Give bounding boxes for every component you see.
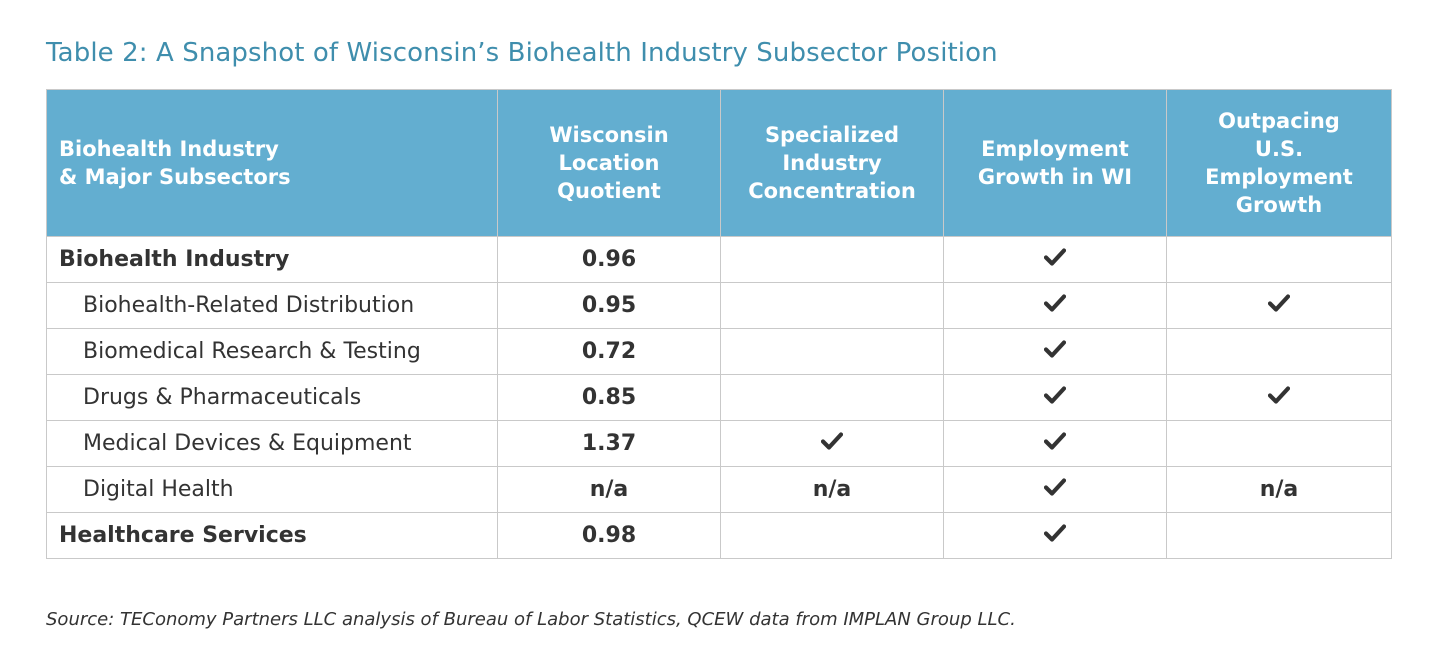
header-specialized-line: Specialized	[764, 123, 900, 147]
header-employment-growth: Employment Growth in WI	[943, 89, 1167, 237]
header-outpacing-line: U.S.	[1254, 137, 1304, 161]
header-industry: Biohealth Industry & Major Subsectors	[46, 89, 498, 237]
employment-growth-cell	[943, 466, 1167, 513]
subsector-table: Biohealth Industry & Major Subsectors Wi…	[46, 89, 1392, 559]
table-row: Drugs & Pharmaceuticals 0.85	[46, 374, 1392, 421]
location-quotient-cell: 0.96	[497, 236, 721, 283]
subsector-name: Biohealth Industry	[46, 236, 498, 283]
employment-growth-cell	[943, 512, 1167, 559]
outpacing-cell: n/a	[1166, 466, 1392, 513]
header-industry-line: & Major Subsectors	[59, 165, 291, 189]
location-quotient-cell: 0.72	[497, 328, 721, 375]
checkmark-icon	[1043, 247, 1067, 272]
header-lq-line: Quotient	[557, 179, 661, 203]
location-quotient-cell: n/a	[497, 466, 721, 513]
location-quotient-cell: 1.37	[497, 420, 721, 467]
header-location-quotient: Wisconsin Location Quotient	[497, 89, 721, 237]
employment-growth-cell	[943, 328, 1167, 375]
subsector-name: Healthcare Services	[46, 512, 498, 559]
table-row: Biohealth Industry 0.96	[46, 236, 1392, 283]
header-specialized-line: Concentration	[748, 179, 916, 203]
table-title: Table 2: A Snapshot of Wisconsin’s Biohe…	[46, 38, 998, 68]
source-note: Source: TEConomy Partners LLC analysis o…	[46, 609, 1016, 630]
specialized-cell	[720, 512, 944, 559]
outpacing-cell	[1166, 236, 1392, 283]
header-outpacing-line: Outpacing	[1218, 109, 1340, 133]
employment-growth-cell	[943, 420, 1167, 467]
subsector-name: Biohealth-Related Distribution	[46, 282, 498, 329]
checkmark-icon	[1043, 477, 1067, 502]
subsector-name: Drugs & Pharmaceuticals	[46, 374, 498, 421]
checkmark-icon	[1267, 385, 1291, 410]
outpacing-cell	[1166, 420, 1392, 467]
checkmark-icon	[1043, 293, 1067, 318]
employment-growth-cell	[943, 236, 1167, 283]
checkmark-icon	[1043, 431, 1067, 456]
outpacing-cell	[1166, 374, 1392, 421]
header-outpacing: Outpacing U.S. Employment Growth	[1166, 89, 1392, 237]
subsector-name: Medical Devices & Equipment	[46, 420, 498, 467]
specialized-cell: n/a	[720, 466, 944, 513]
header-lq-line: Location	[558, 151, 660, 175]
header-row: Biohealth Industry & Major Subsectors Wi…	[46, 89, 1392, 237]
checkmark-icon	[1043, 523, 1067, 548]
location-quotient-cell: 0.95	[497, 282, 721, 329]
table-row: Biomedical Research & Testing 0.72	[46, 328, 1392, 375]
table-row: Healthcare Services 0.98	[46, 512, 1392, 559]
outpacing-cell	[1166, 512, 1392, 559]
header-outpacing-line: Employment	[1205, 165, 1353, 189]
outpacing-cell	[1166, 328, 1392, 375]
checkmark-icon	[1267, 293, 1291, 318]
header-outpacing-line: Growth	[1235, 193, 1323, 217]
employment-growth-cell	[943, 374, 1167, 421]
header-industry-line: Biohealth Industry	[59, 137, 279, 161]
outpacing-cell	[1166, 282, 1392, 329]
subsector-name: Biomedical Research & Testing	[46, 328, 498, 375]
location-quotient-cell: 0.85	[497, 374, 721, 421]
header-growth-line: Employment	[981, 137, 1129, 161]
table-row: Biohealth-Related Distribution 0.95	[46, 282, 1392, 329]
header-growth-line: Growth in WI	[977, 165, 1133, 189]
table-body: Biohealth Industry 0.96 Biohealth-Related …	[46, 236, 1392, 559]
table-row: Medical Devices & Equipment 1.37	[46, 420, 1392, 467]
subsector-name: Digital Health	[46, 466, 498, 513]
specialized-cell	[720, 282, 944, 329]
header-specialized: Specialized Industry Concentration	[720, 89, 944, 237]
checkmark-icon	[820, 431, 844, 456]
specialized-cell	[720, 374, 944, 421]
header-specialized-line: Industry	[782, 151, 882, 175]
specialized-cell	[720, 420, 944, 467]
checkmark-icon	[1043, 385, 1067, 410]
specialized-cell	[720, 236, 944, 283]
table-row: Digital Health n/a n/a n/a	[46, 466, 1392, 513]
employment-growth-cell	[943, 282, 1167, 329]
header-lq-line: Wisconsin	[549, 123, 669, 147]
location-quotient-cell: 0.98	[497, 512, 721, 559]
specialized-cell	[720, 328, 944, 375]
checkmark-icon	[1043, 339, 1067, 364]
